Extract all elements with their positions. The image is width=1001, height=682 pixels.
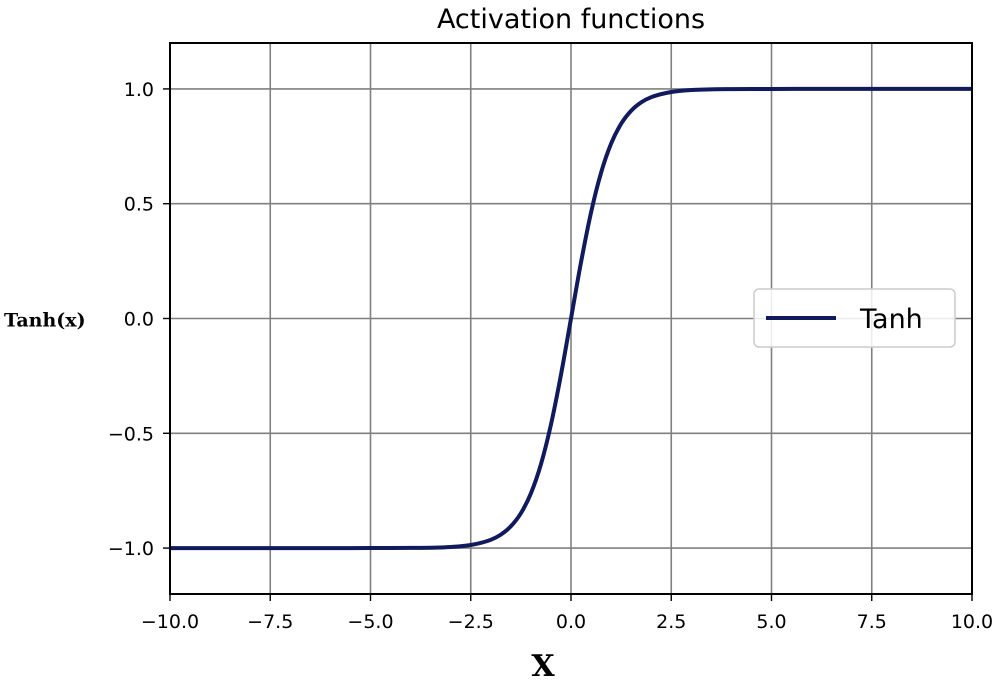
- x-tick-label: −2.5: [448, 611, 494, 633]
- legend: Tanh: [753, 288, 956, 348]
- x-tick-label: −10.0: [141, 611, 199, 633]
- y-tick-label: −1.0: [108, 538, 154, 560]
- x-tick-label: 5.0: [756, 611, 786, 633]
- y-axis-label: Tanh(x): [4, 310, 86, 332]
- series-layer: [169, 86, 972, 551]
- y-tick-label: 0.5: [124, 194, 154, 216]
- chart-title: Activation functions: [437, 4, 705, 35]
- x-axis-label: X: [531, 649, 555, 682]
- x-tick-label: 2.5: [656, 611, 686, 633]
- legend-label-tanh: Tanh: [859, 304, 923, 335]
- legend-box: [753, 288, 956, 348]
- series-line-tanh: [169, 86, 972, 551]
- x-tick-label: 0.0: [556, 611, 586, 633]
- x-tick-label: −5.0: [347, 611, 393, 633]
- y-tick-label: 1.0: [124, 79, 154, 101]
- x-tick-label: 10.0: [951, 611, 993, 633]
- y-tick-label: 0.0: [124, 309, 154, 331]
- x-tick-label: −7.5: [247, 611, 293, 633]
- x-tick-label: 7.5: [857, 611, 887, 633]
- y-tick-label: −0.5: [108, 423, 154, 445]
- ticks: −10.0 −7.5 −5.0 −2.5 0.0 2.5 5.0 7.5 10.0 −1.0 −0.…: [108, 79, 993, 633]
